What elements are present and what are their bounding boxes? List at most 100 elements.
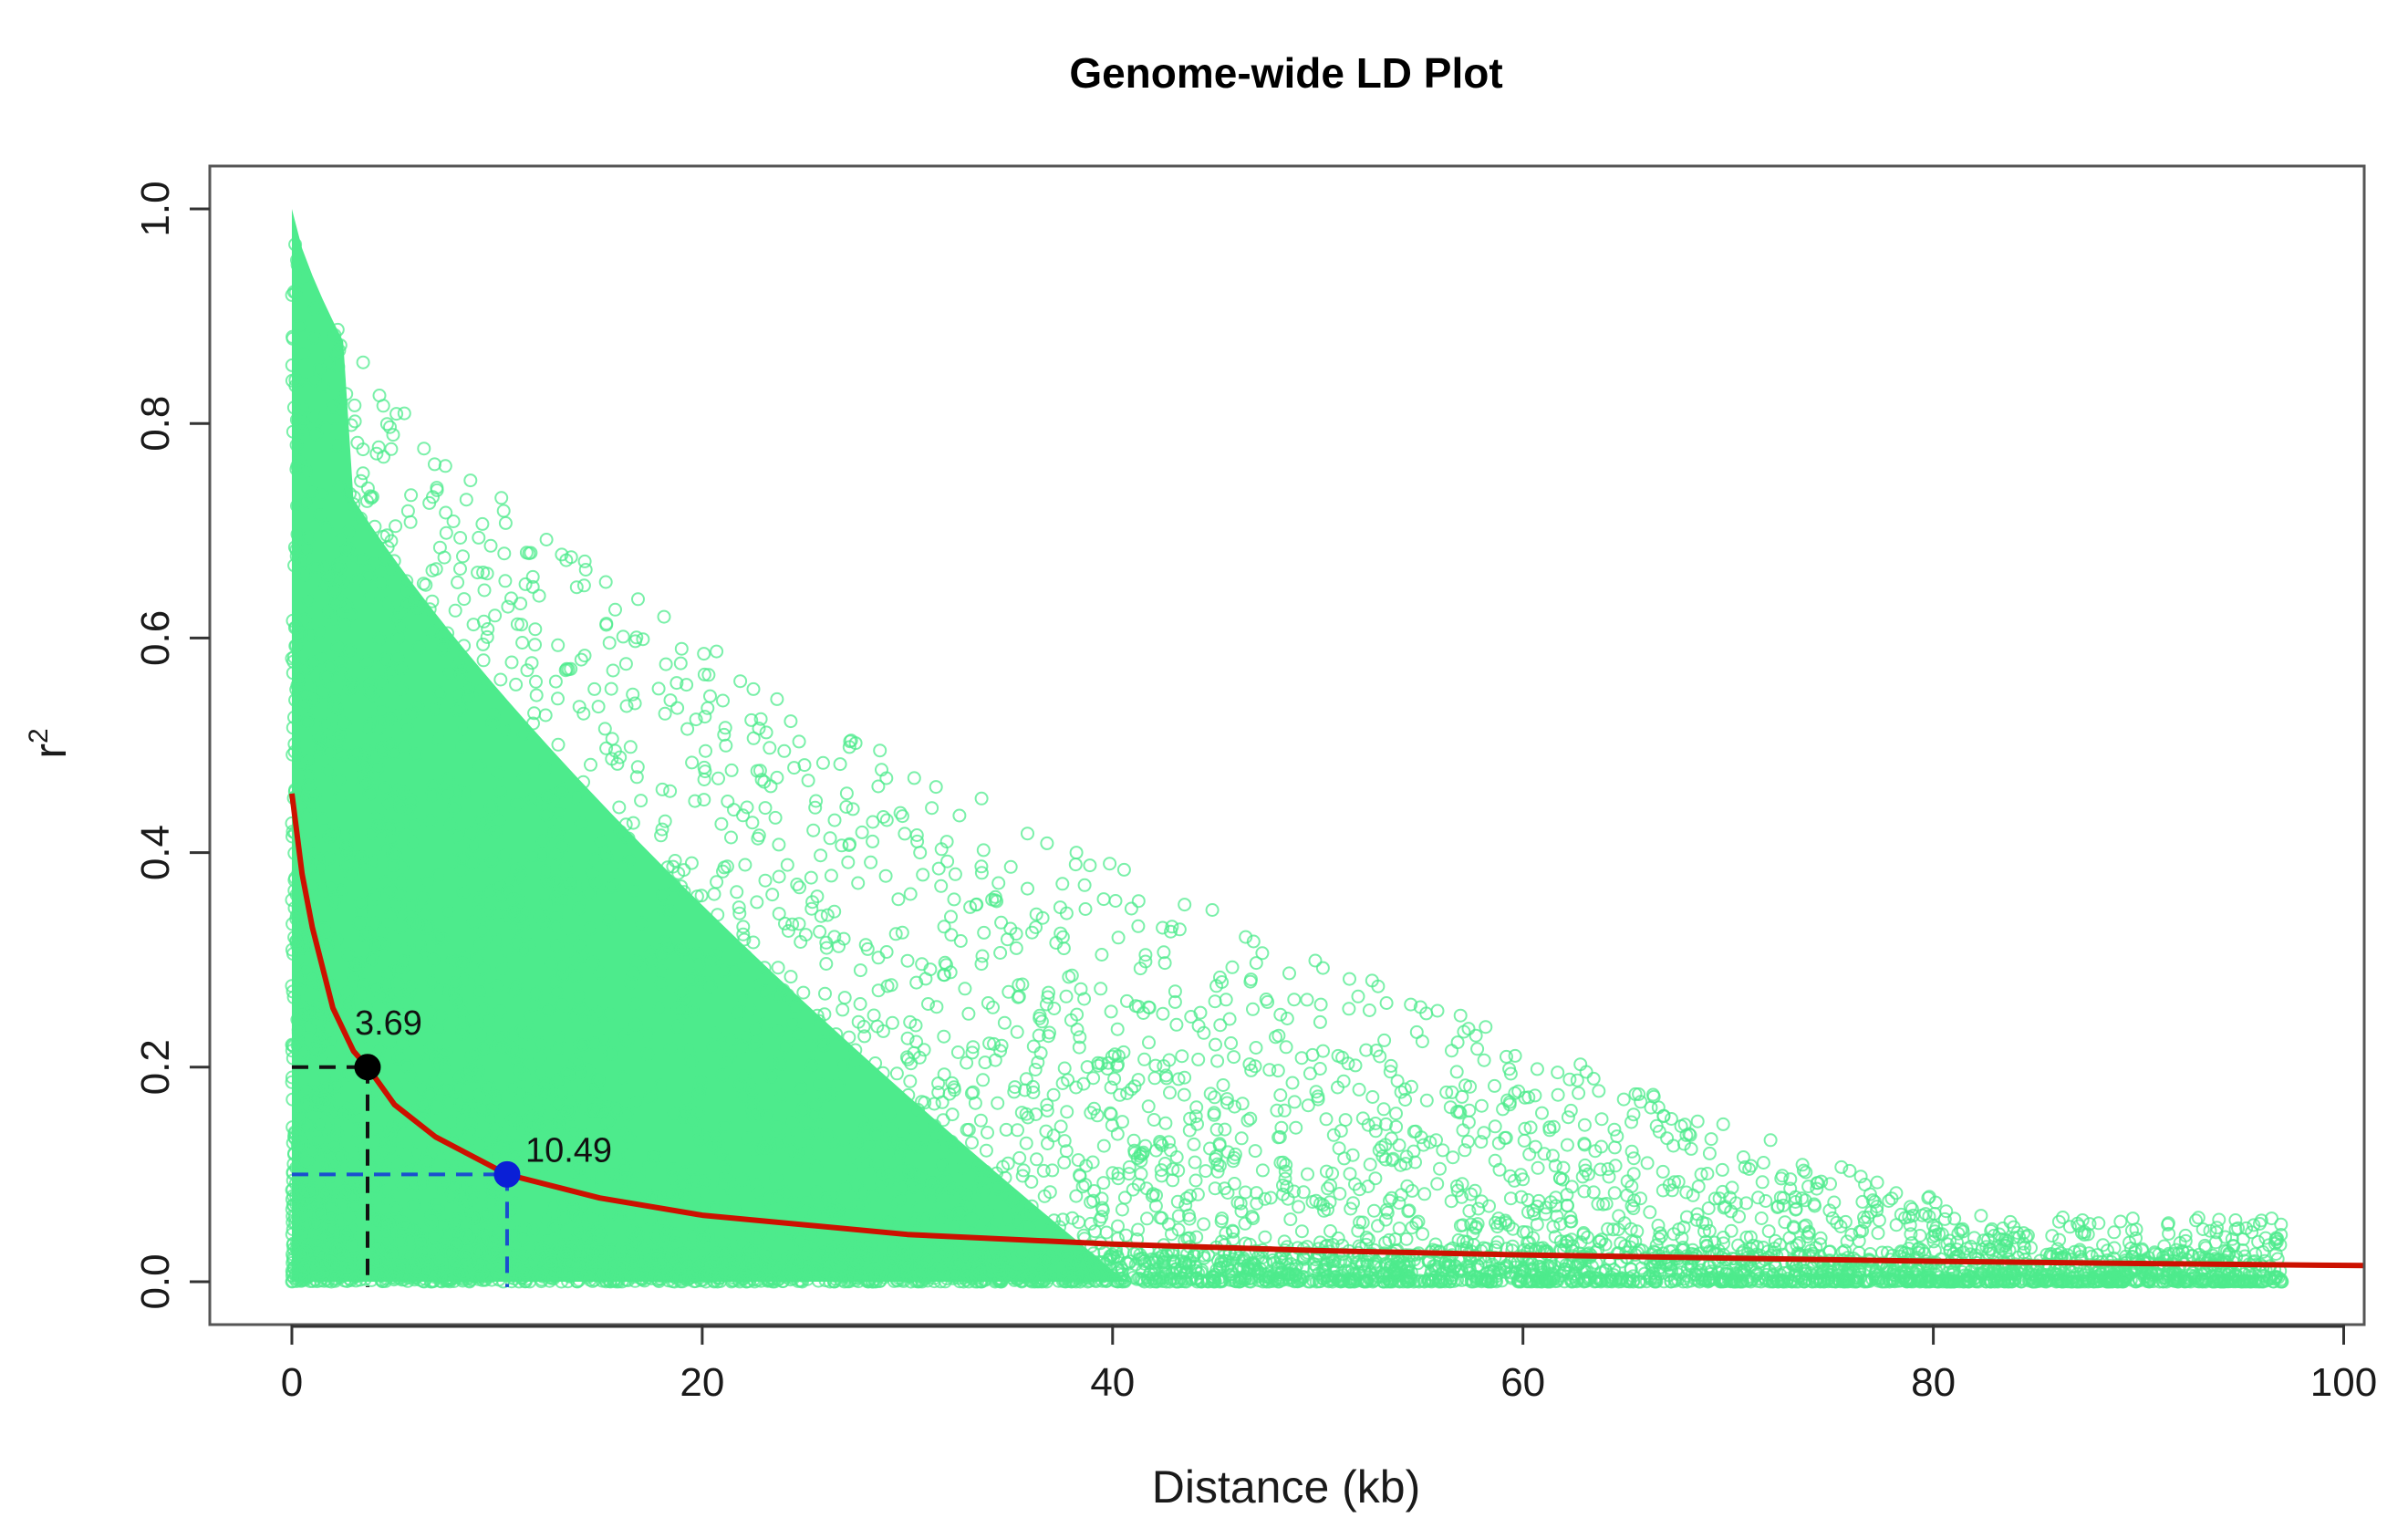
scatter-point — [940, 854, 955, 868]
scatter-point — [564, 661, 578, 676]
scatter-point — [446, 515, 461, 528]
scatter-point — [296, 1200, 311, 1214]
scatter-point — [669, 1019, 684, 1034]
scatter-point — [1928, 1228, 1942, 1242]
scatter-point — [574, 816, 588, 831]
scatter-point — [1070, 1023, 1085, 1036]
scatter-point — [288, 692, 303, 707]
scatter-point — [1620, 1174, 1635, 1189]
scatter-point — [1171, 1209, 1186, 1223]
scatter-point — [327, 692, 342, 706]
scatter-point — [601, 912, 616, 926]
scatter-point — [400, 1107, 415, 1121]
scatter-point — [1517, 1133, 1531, 1148]
scatter-point — [472, 530, 486, 545]
scatter-point — [361, 720, 376, 734]
scatter-point — [286, 990, 301, 1004]
scatter-point — [341, 525, 356, 539]
scatter-point — [1660, 1131, 1675, 1146]
scatter-point — [482, 1079, 496, 1094]
scatter-point — [1019, 1107, 1033, 1121]
scatter-point — [1199, 1164, 1213, 1179]
scatter-point — [907, 771, 921, 785]
scatter-point — [765, 888, 780, 902]
scatter-point — [628, 1017, 643, 1032]
scatter-point — [485, 716, 500, 731]
scatter-point — [350, 1133, 365, 1148]
scatter-point — [846, 802, 860, 816]
scatter-point — [1115, 1202, 1129, 1217]
scatter-point — [561, 1068, 576, 1083]
scatter-point — [685, 755, 700, 770]
scatter-point — [496, 723, 511, 737]
scatter-point — [535, 834, 550, 848]
scatter-point — [1331, 1080, 1344, 1095]
scatter-point — [1739, 1196, 1753, 1211]
scatter-point — [1100, 1062, 1115, 1076]
scatter-point — [966, 1040, 981, 1055]
scatter-point — [2195, 1222, 2210, 1236]
scatter-point — [1209, 979, 1224, 993]
scatter-point — [733, 988, 748, 1003]
scatter-point — [1060, 1105, 1074, 1119]
scatter-point — [486, 1102, 501, 1117]
scatter-point — [396, 1008, 410, 1023]
scatter-point — [1789, 1201, 1803, 1216]
scatter-point — [476, 961, 491, 975]
scatter-point — [422, 495, 437, 510]
scatter-point — [1342, 1002, 1356, 1016]
scatter-point — [1105, 1118, 1119, 1133]
scatter-point — [497, 1132, 512, 1147]
scatter-point — [576, 1036, 590, 1051]
scatter-point — [383, 988, 397, 1003]
scatter-point — [318, 1185, 333, 1200]
scatter-point — [919, 972, 933, 986]
scatter-point — [1528, 1139, 1542, 1154]
scatter-point — [1331, 1048, 1345, 1063]
scatter-point — [376, 529, 390, 544]
scatter-point — [1795, 1158, 1810, 1172]
scatter-point — [698, 764, 712, 779]
scatter-point — [1439, 1085, 1454, 1099]
scatter-point — [576, 578, 591, 593]
scatter-point — [1246, 1211, 1261, 1226]
scatter-point — [925, 801, 939, 816]
scatter-point — [332, 727, 347, 742]
scatter-point — [632, 1227, 647, 1242]
scatter-point — [464, 826, 479, 840]
scatter-point — [1689, 1212, 1704, 1227]
scatter-point — [744, 712, 759, 727]
scatter-point — [1871, 1226, 1885, 1241]
scatter-point — [959, 1188, 973, 1202]
scatter-point — [417, 1174, 431, 1189]
scatter-point — [1282, 966, 1296, 981]
scatter-point — [404, 915, 419, 930]
scatter-point — [724, 763, 739, 777]
scatter-point — [1801, 1226, 1816, 1241]
scatter-point — [443, 817, 458, 832]
scatter-point — [711, 771, 725, 785]
scatter-point — [965, 1212, 980, 1227]
scatter-point — [292, 317, 306, 332]
scatter-point — [2212, 1212, 2226, 1227]
scatter-point — [1316, 1044, 1330, 1058]
scatter-point — [725, 1185, 740, 1200]
scatter-point — [539, 533, 554, 546]
scatter-point — [285, 666, 300, 681]
scatter-point — [321, 763, 336, 777]
scatter-point — [290, 253, 304, 267]
scatter-point — [2268, 1247, 2283, 1261]
scatter-point — [493, 1004, 507, 1019]
scatter-point — [1814, 1174, 1829, 1189]
scatter-point — [325, 1035, 338, 1048]
scatter-point — [745, 816, 760, 830]
scatter-point — [540, 875, 555, 889]
scatter-point — [1287, 993, 1302, 1007]
scatter-point — [2017, 1236, 2030, 1251]
scatter-point — [339, 829, 354, 844]
scatter-point — [538, 762, 553, 775]
scatter-point — [1443, 1100, 1458, 1115]
scatter-point — [1853, 1170, 1868, 1184]
scatter-point — [452, 1070, 467, 1085]
scatter-point — [1612, 1209, 1626, 1223]
